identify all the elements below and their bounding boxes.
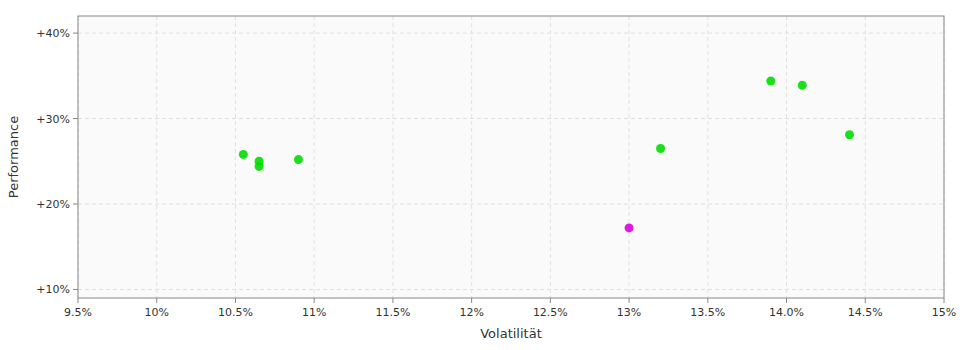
y-grid-line — [78, 118, 944, 119]
x-grid-line — [471, 16, 472, 298]
x-tick — [314, 298, 315, 303]
x-grid-line — [235, 16, 236, 298]
x-tick-label: 15% — [932, 306, 956, 319]
point — [656, 144, 665, 153]
chart: 9.5% 10% 10.5% 11% 11.5% 12% 12.5% 13% 13.5% 14.0… — [0, 0, 966, 350]
point — [239, 150, 248, 159]
x-axis-label: Volatilität — [480, 326, 542, 341]
x-tick — [471, 298, 472, 303]
x-grid-line — [629, 16, 630, 298]
y-tick — [73, 289, 78, 290]
x-grid-line — [865, 16, 866, 298]
point — [845, 130, 854, 139]
x-tick-label: 12.5% — [533, 306, 568, 319]
data-points — [239, 76, 854, 232]
y-tick-label: +40% — [36, 27, 70, 40]
x-tick-label: 10.5% — [218, 306, 253, 319]
x-grid-line — [786, 16, 787, 298]
y-tick-label: +10% — [36, 283, 70, 296]
x-tick-label: 12% — [459, 306, 483, 319]
x-tick — [865, 298, 866, 303]
y-tick-label: +30% — [36, 113, 70, 126]
y-tick — [73, 118, 78, 119]
x-tick — [392, 298, 393, 303]
axes: 9.5% 10% 10.5% 11% 11.5% 12% 12.5% 13% 13.5% 14.0… — [36, 16, 956, 319]
y-grid-line — [78, 289, 944, 290]
x-tick-label: 13% — [617, 306, 641, 319]
x-tick — [944, 298, 945, 303]
series — [239, 76, 854, 170]
x-tick-label: 11.5% — [375, 306, 410, 319]
x-tick — [786, 298, 787, 303]
y-tick — [73, 204, 78, 205]
point — [625, 223, 634, 232]
x-tick — [235, 298, 236, 303]
x-tick-label: 10% — [145, 306, 169, 319]
x-tick — [156, 298, 157, 303]
grid — [78, 16, 944, 298]
x-tick-label: 13.5% — [690, 306, 725, 319]
point — [294, 155, 303, 164]
x-tick-label: 11% — [302, 306, 326, 319]
point — [766, 76, 775, 85]
x-tick — [629, 298, 630, 303]
x-tick — [550, 298, 551, 303]
y-tick-label: +20% — [36, 198, 70, 211]
point — [798, 81, 807, 90]
x-grid-line — [550, 16, 551, 298]
x-grid-line — [392, 16, 393, 298]
plot-area — [78, 16, 944, 298]
point — [255, 162, 264, 171]
plot-frame — [78, 16, 944, 298]
x-grid-line — [314, 16, 315, 298]
y-axis-label: Performance — [6, 116, 21, 198]
series — [625, 223, 634, 232]
y-tick — [73, 33, 78, 34]
x-tick — [78, 298, 79, 303]
x-tick-label: 9.5% — [64, 306, 92, 319]
x-tick-label: 14.5% — [848, 306, 883, 319]
x-tick-label: 14.0% — [769, 306, 804, 319]
x-tick — [707, 298, 708, 303]
y-grid-line — [78, 204, 944, 205]
x-grid-line — [707, 16, 708, 298]
x-grid-line — [156, 16, 157, 298]
y-grid-line — [78, 33, 944, 34]
